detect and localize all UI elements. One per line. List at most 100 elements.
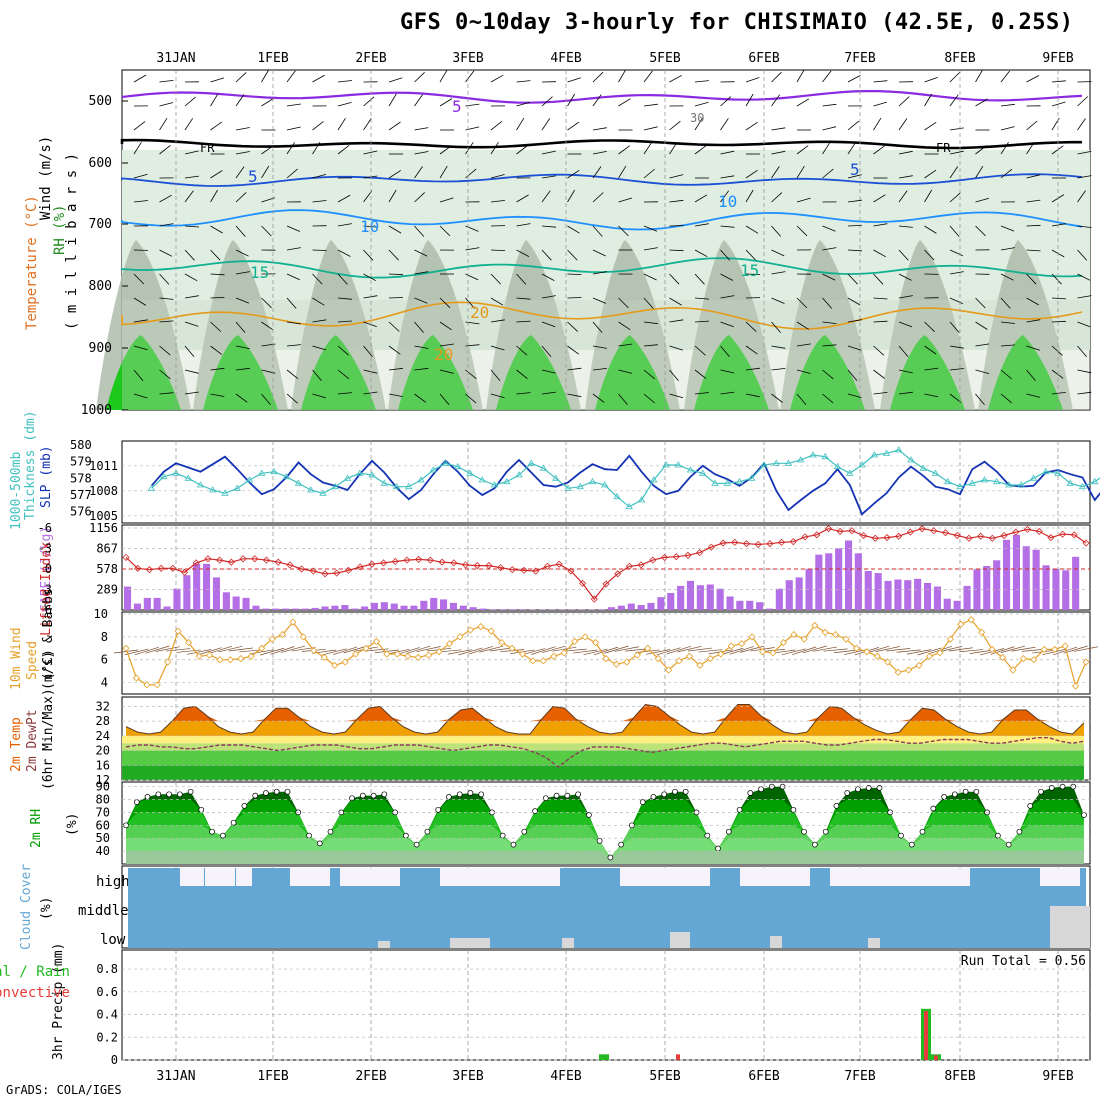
cloud-clear [1040, 868, 1080, 886]
li-tick-label: -6 [38, 521, 52, 535]
li-point [883, 534, 891, 542]
wind-barb [949, 321, 960, 333]
wind-barb [898, 391, 913, 395]
wind-barb [898, 118, 908, 131]
wind-barb [669, 345, 684, 351]
wind-barb [975, 343, 990, 347]
date-label-bottom: 5FEB [649, 1069, 680, 1084]
li-point [742, 540, 751, 548]
li-point [637, 561, 645, 569]
wind-barb [796, 321, 810, 330]
wind-barb [847, 273, 858, 285]
wind-barb [592, 321, 603, 333]
wind-barb [235, 271, 250, 275]
wind-barb [1077, 225, 1092, 228]
cape-bar [686, 580, 694, 610]
wind-barb [822, 321, 837, 324]
wind-barb [694, 194, 708, 203]
label-temp2m-2: 2m DewPt [25, 709, 40, 772]
wind-barb [490, 141, 499, 155]
thickness-point [1005, 481, 1013, 488]
wind-barb [796, 98, 810, 107]
li-point [192, 559, 200, 567]
wind-barb [822, 70, 832, 83]
wind-barb [1051, 80, 1066, 83]
wind-barb [337, 392, 352, 395]
rh2m-point [1038, 788, 1044, 795]
y-tick-label: 578 [96, 562, 118, 576]
rh2m-point [801, 828, 807, 835]
chart-title: GFS 0~10day 3-hourly for CHISIMAIO (42.5… [400, 10, 1074, 35]
wind10m-point [800, 635, 808, 643]
wind10m-point [602, 655, 610, 663]
cape-bar [183, 575, 191, 610]
rh2m-point [542, 795, 549, 802]
thickness-point [429, 466, 437, 473]
cape-bar [795, 577, 803, 610]
wind-barb [1000, 344, 1016, 347]
wind-barb [771, 166, 780, 179]
wind-barb [567, 393, 582, 398]
contour-label: 5 [850, 160, 860, 179]
wind-barb [363, 391, 378, 395]
wind-barb [133, 345, 148, 351]
thickness-point [735, 477, 744, 485]
cape-bar [637, 605, 645, 610]
wind-barb [847, 393, 862, 398]
li-point [122, 553, 130, 561]
wind10m-barb [646, 649, 671, 655]
cape-bar [479, 608, 487, 610]
date-label-top: 31JAN [156, 51, 195, 66]
cape-bar [627, 603, 635, 610]
wind10m-point [268, 635, 276, 643]
wind-barb [924, 93, 933, 107]
cape-bar [173, 588, 181, 610]
wind10m-point [195, 652, 203, 660]
rh2m-point [370, 792, 377, 799]
wind10m-point [320, 653, 328, 661]
wind-barb [337, 102, 352, 107]
wind-barb [618, 225, 629, 237]
cloud-level-high: high [96, 874, 130, 890]
wind10m-point [550, 652, 558, 660]
wind10m-point [383, 650, 391, 658]
wind-barb [541, 369, 556, 374]
wind-barb [184, 96, 196, 107]
li-point [543, 562, 552, 570]
li-point [719, 539, 727, 547]
cape-bar [430, 597, 438, 610]
contour-labels: 5 FR FR 5 5 10 10 15 15 20 20 30 [200, 97, 951, 364]
rh2m-point [424, 828, 431, 835]
wind-barb [133, 273, 145, 285]
wind-barb [261, 225, 272, 237]
wind10m-point [289, 618, 297, 626]
li-point [801, 533, 809, 541]
wind10m-point [1061, 642, 1069, 650]
wind-barb [1000, 393, 1013, 404]
wind10m-point [633, 651, 641, 659]
wind10m-barb [614, 646, 639, 652]
wind10m-barb [906, 649, 932, 655]
cape-bar [400, 605, 408, 610]
li-point [707, 543, 715, 551]
thickness-point [1042, 467, 1050, 475]
wind-barb [873, 320, 888, 323]
cape-li-panel [121, 524, 1091, 611]
thickness-point [564, 484, 572, 491]
wind-barb [490, 345, 505, 351]
wind-barb [975, 369, 990, 374]
wind-barb [490, 249, 506, 251]
wind-barb [771, 249, 785, 257]
thickness-point [1017, 481, 1025, 488]
wind-barb [1026, 273, 1037, 285]
cape-bar [390, 603, 398, 610]
wind-barb [847, 319, 862, 323]
rh2m-point [747, 790, 754, 796]
y-tick-label: 6 [101, 653, 108, 667]
date-label-bottom: 4FEB [550, 1069, 581, 1084]
thickness-point [466, 469, 474, 476]
y-tick-label: 0.4 [96, 1008, 118, 1022]
wind-barb [873, 273, 884, 285]
cloud-level-low: low [100, 932, 126, 948]
wind-barb [771, 297, 785, 304]
